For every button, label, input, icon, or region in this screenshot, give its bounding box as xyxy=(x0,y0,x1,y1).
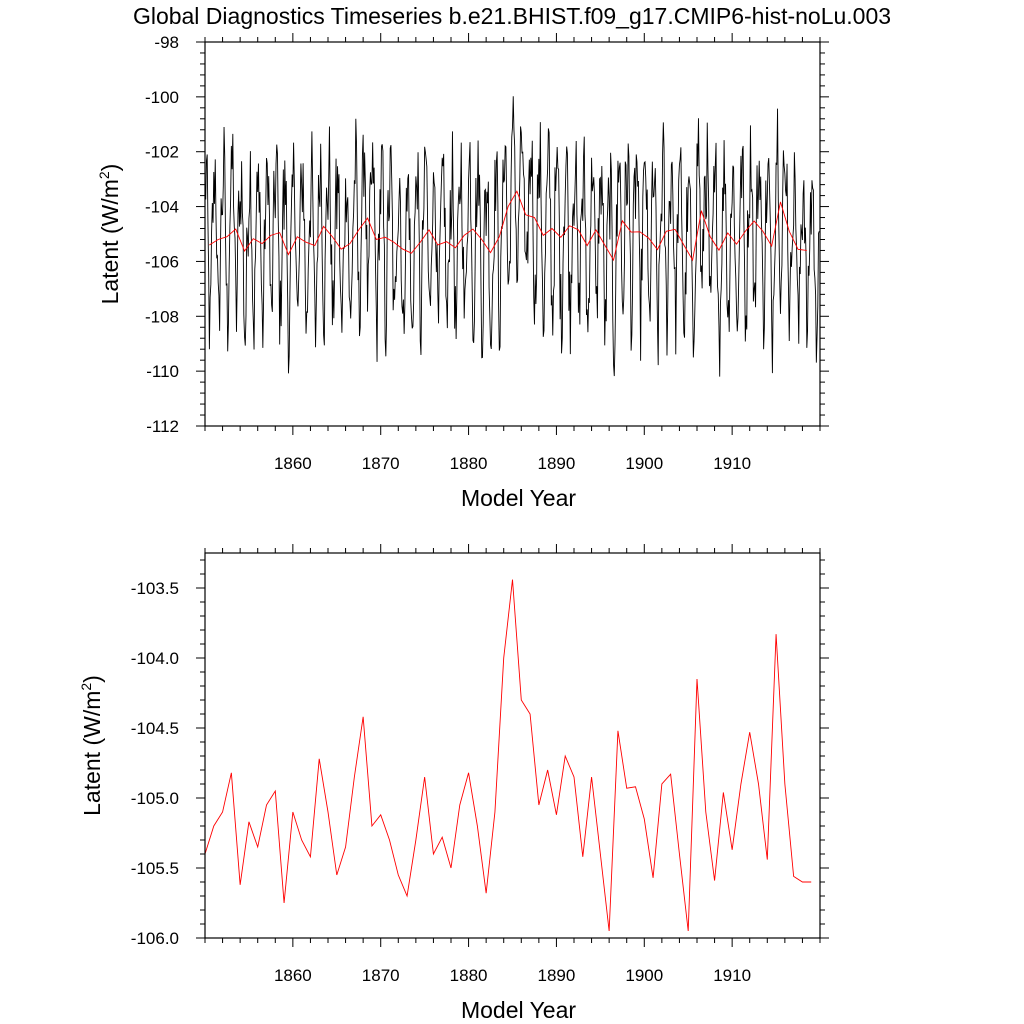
y-tick-label: -104 xyxy=(145,198,179,217)
y-tick-label: -102 xyxy=(145,143,179,162)
x-tick-label: 1910 xyxy=(713,454,751,473)
annual-series-line xyxy=(205,579,812,932)
y-tick-label: -106 xyxy=(145,252,179,271)
bottom-panel: 1860 1870 1880 1890 1900 1910 -106.0 -105.5 -105… xyxy=(78,544,829,1023)
y-tick-label: -103.5 xyxy=(131,579,179,598)
x-tick-label: 1870 xyxy=(362,966,400,985)
plot-frame xyxy=(204,41,821,427)
y-tick-label: -108 xyxy=(145,307,179,326)
y-tick-label: -106.0 xyxy=(131,929,179,948)
y-tick-label: -105.0 xyxy=(131,789,179,808)
x-tick-label: 1900 xyxy=(625,966,663,985)
y-tick-label: -104.5 xyxy=(131,719,179,738)
y-axis-label: Latent (W/m2) xyxy=(96,164,123,305)
y-tick-label: -98 xyxy=(154,33,179,52)
x-tick-label: 1860 xyxy=(274,454,312,473)
y-tick-label: -110 xyxy=(146,362,179,381)
x-tick-label: 1890 xyxy=(538,966,576,985)
y-tick-label: -105.5 xyxy=(131,859,179,878)
top-panel: 1860 1870 1880 1890 1900 1910 -112 -110 -108 -106… xyxy=(96,33,829,511)
monthly-series-line xyxy=(205,96,820,377)
y-tick-label: -112 xyxy=(146,417,179,436)
y-axis-label: Latent (W/m2) xyxy=(78,675,105,816)
x-tick-label: 1900 xyxy=(625,454,663,473)
chart-title: Global Diagnostics Timeseries b.e21.BHIS… xyxy=(133,3,891,29)
y-tick-label: -104.0 xyxy=(131,649,179,668)
x-tick-label: 1880 xyxy=(450,966,488,985)
x-axis-label: Model Year xyxy=(461,485,576,511)
x-tick-label: 1910 xyxy=(713,966,751,985)
y-tick-label: -100 xyxy=(145,88,179,107)
x-axis-label: Model Year xyxy=(461,997,576,1023)
x-tick-label: 1890 xyxy=(538,454,576,473)
annual-series-line xyxy=(209,190,807,262)
x-tick-label: 1880 xyxy=(450,454,488,473)
x-tick-label: 1870 xyxy=(362,454,400,473)
plot-frame xyxy=(204,552,821,939)
x-tick-label: 1860 xyxy=(274,966,312,985)
